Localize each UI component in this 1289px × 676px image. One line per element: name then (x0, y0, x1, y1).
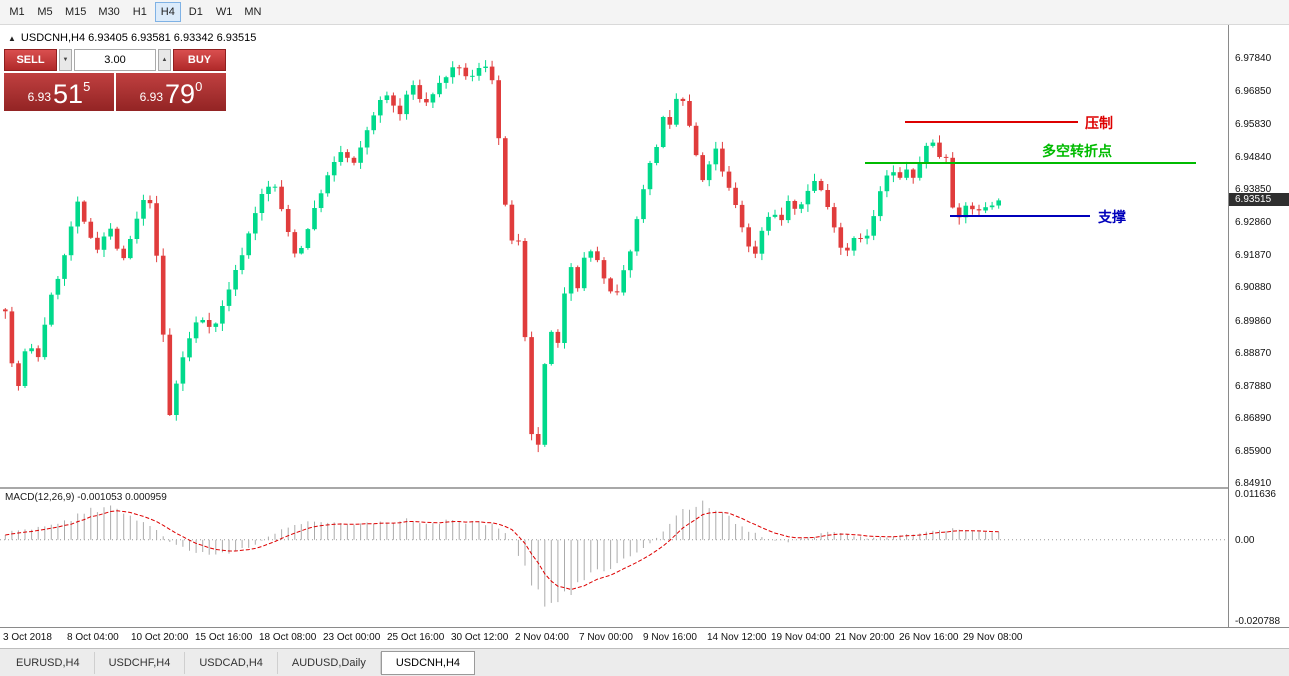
tab-usdchf-h4[interactable]: USDCHF,H4 (95, 651, 186, 674)
price-axis-label: 6.97840 (1235, 53, 1272, 65)
macd-axis-label: 0.00 (1235, 534, 1255, 546)
support-line[interactable] (950, 215, 1090, 218)
sell-button[interactable]: SELL (4, 49, 57, 71)
candlestick-chart[interactable] (0, 25, 1228, 487)
ask-price-big: 79 (165, 79, 196, 110)
timeframe-button-mn[interactable]: MN (239, 2, 266, 22)
ask-price-small: 6.93 (139, 90, 164, 104)
price-axis-label: 6.96850 (1235, 85, 1272, 97)
time-axis-label: 14 Nov 12:00 (707, 632, 767, 643)
tab-usdcad-h4[interactable]: USDCAD,H4 (185, 651, 278, 674)
chart-window: ▲ USDCNH,H4 6.93405 6.93581 6.93342 6.93… (0, 25, 1289, 648)
price-axis-label: 6.88870 (1235, 348, 1272, 360)
macd-axis-label: 0.011636 (1235, 489, 1276, 501)
symbol-ohlc-text: USDCNH,H4 6.93405 6.93581 6.93342 6.9351… (20, 32, 257, 44)
tab-eurusd-h4[interactable]: EURUSD,H4 (2, 651, 95, 674)
timeframe-toolbar: M1 M5 M15 M30 H1 H4 D1 W1 MN (0, 0, 1289, 25)
timeframe-button-m5[interactable]: M5 (32, 2, 58, 22)
macd-panel[interactable]: MACD(12,26,9) -0.001053 0.000959 (0, 489, 1228, 627)
time-axis-label: 3 Oct 2018 (3, 632, 52, 643)
time-axis-label: 30 Oct 12:00 (451, 632, 509, 643)
bid-price-sup: 5 (83, 79, 91, 94)
timeframe-button-m15[interactable]: M15 (60, 2, 91, 22)
time-axis-label: 15 Oct 16:00 (195, 632, 253, 643)
time-axis[interactable]: 3 Oct 2018 8 Oct 04:00 10 Oct 20:00 15 Oct … (0, 627, 1289, 648)
time-axis-label: 26 Nov 16:00 (899, 632, 959, 643)
panel-divider[interactable] (0, 487, 1289, 489)
bid-price-small: 6.93 (27, 90, 52, 104)
timeframe-button-h4[interactable]: H4 (154, 2, 181, 22)
lot-increase-button[interactable]: ▲ (158, 49, 171, 71)
time-axis-label: 29 Nov 08:00 (963, 632, 1023, 643)
ask-price-sup: 0 (195, 79, 203, 94)
price-axis-label: 6.95830 (1235, 119, 1272, 131)
time-axis-label: 7 Nov 00:00 (579, 632, 633, 643)
resistance-line[interactable] (905, 121, 1078, 123)
ask-price-display[interactable]: 6.93 79 0 (116, 73, 226, 111)
chart-symbol-ohlc: ▲ USDCNH,H4 6.93405 6.93581 6.93342 6.93… (8, 32, 256, 44)
macd-indicator[interactable] (0, 489, 1228, 627)
price-axis-label: 6.87880 (1235, 380, 1272, 392)
price-axis-label: 6.94840 (1235, 151, 1272, 163)
price-axis-label: 6.90880 (1235, 282, 1272, 294)
support-label[interactable]: 支撑 (1098, 209, 1126, 226)
timeframe-button-m30[interactable]: M30 (93, 2, 124, 22)
current-price-badge: 6.93515 (1229, 193, 1289, 207)
collapse-icon: ▲ (8, 33, 16, 43)
price-axis-label: 6.93850 (1235, 184, 1272, 196)
resistance-label[interactable]: 压制 (1085, 115, 1113, 131)
macd-indicator-label: MACD(12,26,9) -0.001053 0.000959 (5, 492, 167, 503)
price-axis-label: 6.89860 (1235, 315, 1272, 327)
price-axis-label: 6.92860 (1235, 216, 1272, 228)
one-click-trade-panel: SELL ▼ ▲ BUY 6.93 51 5 6.93 79 0 (4, 49, 226, 111)
symbol-tabbar: EURUSD,H4 USDCHF,H4 USDCAD,H4 AUDUSD,Daily U… (0, 648, 1289, 676)
time-axis-label: 18 Oct 08:00 (259, 632, 317, 643)
time-axis-label: 25 Oct 16:00 (387, 632, 445, 643)
price-axis-label: 6.85900 (1235, 445, 1272, 457)
main-chart[interactable]: ▲ USDCNH,H4 6.93405 6.93581 6.93342 6.93… (0, 25, 1228, 487)
buy-button[interactable]: BUY (173, 49, 226, 71)
tab-usdcnh-h4[interactable]: USDCNH,H4 (380, 650, 476, 675)
macd-axis-label: -0.020788 (1235, 616, 1281, 628)
timeframe-button-h1[interactable]: H1 (127, 2, 153, 22)
bid-price-display[interactable]: 6.93 51 5 (4, 73, 114, 111)
time-axis-label: 9 Nov 16:00 (643, 632, 697, 643)
timeframe-button-w1[interactable]: W1 (211, 2, 238, 22)
time-axis-label: 23 Oct 00:00 (323, 632, 381, 643)
lot-decrease-button[interactable]: ▼ (59, 49, 72, 71)
price-axis-label: 6.84910 (1235, 478, 1272, 490)
pivot-label[interactable]: 多空转折点 (1042, 143, 1112, 160)
price-axis-label: 6.86890 (1235, 413, 1272, 425)
lot-size-input[interactable] (74, 49, 156, 71)
bid-price-big: 51 (53, 79, 84, 110)
timeframe-button-d1[interactable]: D1 (183, 2, 209, 22)
time-axis-label: 19 Nov 04:00 (771, 632, 831, 643)
time-axis-label: 8 Oct 04:00 (67, 632, 119, 643)
time-axis-label: 21 Nov 20:00 (835, 632, 895, 643)
time-axis-label: 2 Nov 04:00 (515, 632, 569, 643)
price-axis-label: 6.91870 (1235, 249, 1272, 261)
tab-audusd-daily[interactable]: AUDUSD,Daily (278, 651, 381, 674)
time-axis-label: 10 Oct 20:00 (131, 632, 189, 643)
pivot-line[interactable] (865, 162, 1196, 165)
price-axis[interactable]: 6.93515 6.97840 6.96850 6.95830 6.94840 6.93… (1228, 25, 1289, 627)
timeframe-button-m1[interactable]: M1 (4, 2, 30, 22)
